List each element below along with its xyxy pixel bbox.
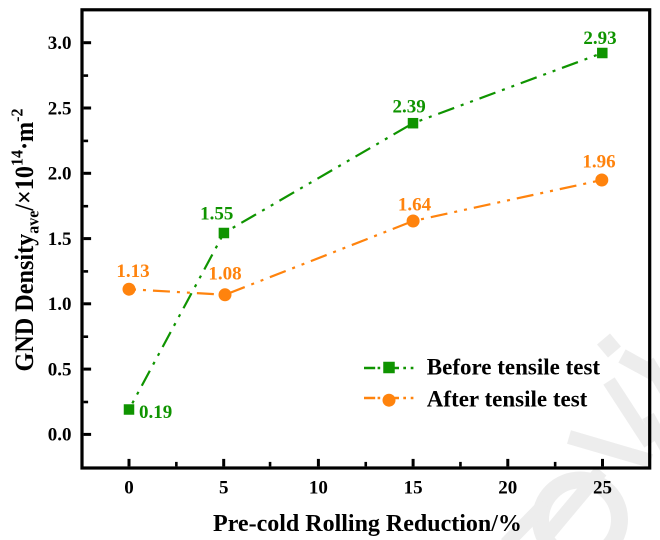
svg-text:20: 20 <box>498 478 517 499</box>
svg-text:1.55: 1.55 <box>200 204 233 225</box>
svg-text:15: 15 <box>404 478 423 499</box>
svg-text:GND Densityave/×1014·m-2: GND Densityave/×1014·m-2 <box>7 108 43 371</box>
svg-text:1.96: 1.96 <box>582 152 615 173</box>
svg-text:Before tensile test: Before tensile test <box>427 355 601 380</box>
svg-text:After tensile test: After tensile test <box>427 387 588 412</box>
svg-text:2.0: 2.0 <box>48 164 72 185</box>
svg-text:3.0: 3.0 <box>48 33 72 54</box>
svg-text:5: 5 <box>219 478 229 499</box>
svg-text:Pre-cold Rolling Reduction/%: Pre-cold Rolling Reduction/% <box>213 511 522 537</box>
svg-text:2.39: 2.39 <box>392 96 425 117</box>
svg-text:2.93: 2.93 <box>583 28 616 49</box>
svg-text:2.5: 2.5 <box>48 98 72 119</box>
svg-text:1.0: 1.0 <box>48 294 72 315</box>
svg-text:1.08: 1.08 <box>208 264 241 285</box>
svg-text:0.0: 0.0 <box>48 425 72 446</box>
svg-text:1.13: 1.13 <box>116 261 149 282</box>
svg-text:25: 25 <box>593 478 612 499</box>
svg-text:1.64: 1.64 <box>398 195 432 216</box>
svg-text:10: 10 <box>309 478 328 499</box>
svg-text:0.5: 0.5 <box>48 359 72 380</box>
svg-text:0.19: 0.19 <box>139 402 172 423</box>
svg-text:1.5: 1.5 <box>48 229 72 250</box>
svg-text:0: 0 <box>124 478 134 499</box>
